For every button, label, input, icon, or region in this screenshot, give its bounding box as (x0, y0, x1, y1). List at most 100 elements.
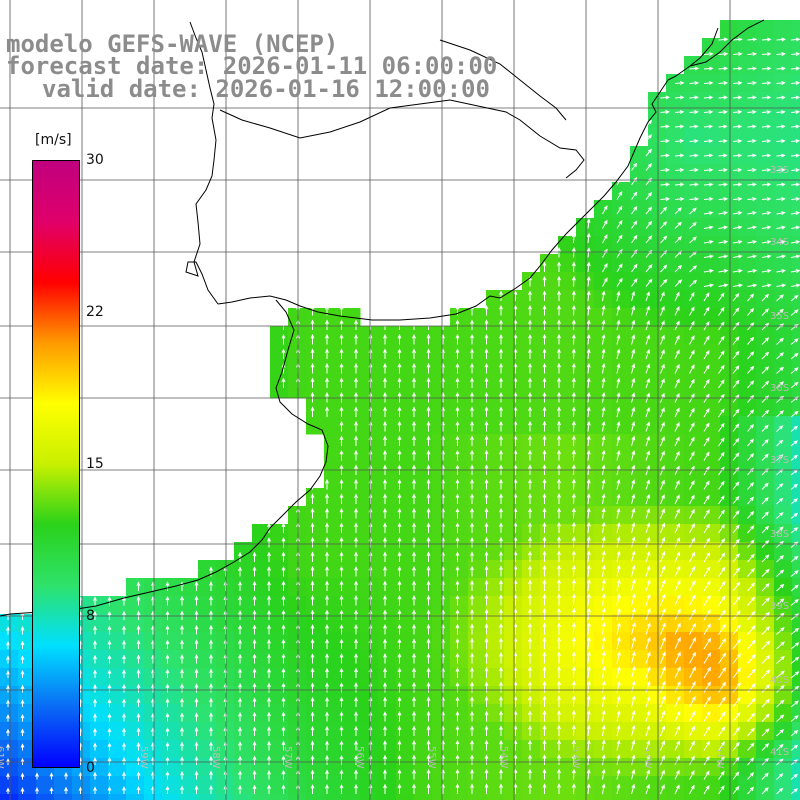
wind-speed-cell (108, 614, 127, 633)
wind-arrow (674, 666, 681, 679)
wind-arrow (689, 537, 695, 548)
wind-arrow (528, 536, 532, 548)
wind-arrow (412, 710, 416, 722)
wind-arrow (616, 421, 621, 432)
wind-arrow (107, 596, 112, 606)
wind-arrow (107, 786, 112, 794)
wind-arrow (470, 435, 474, 446)
wind-arrow (267, 740, 271, 751)
wind-arrow (790, 153, 800, 158)
wind-speed-cell (450, 416, 469, 435)
wind-arrow (513, 651, 518, 664)
wind-speed-cell (630, 740, 649, 759)
wind-arrow (645, 769, 650, 780)
wind-speed-cell (468, 704, 487, 723)
wind-speed-cell (720, 362, 739, 381)
wind-speed-cell (684, 398, 703, 417)
wind-speed-cell (522, 668, 541, 687)
wind-arrow (645, 565, 651, 577)
wind-arrow (325, 478, 329, 490)
wind-speed-cell (234, 542, 253, 561)
wind-arrow (732, 350, 740, 360)
wind-arrow (660, 182, 671, 187)
wind-arrow (557, 536, 561, 548)
wind-arrow (194, 654, 199, 664)
wind-speed-cell (522, 308, 541, 327)
wind-speed-cell (612, 740, 631, 759)
wind-speed-cell (648, 470, 667, 489)
wind-speed-cell (666, 362, 685, 381)
title-model: modelo GEFS-WAVE (NCEP) (6, 30, 339, 58)
wind-speed-cell (792, 596, 800, 615)
wind-arrow (674, 407, 680, 418)
wind-arrow (645, 622, 651, 635)
wind-speed-cell (738, 182, 757, 201)
wind-arrow (93, 742, 97, 751)
wind-speed-cell (90, 650, 109, 669)
wind-arrow (122, 596, 126, 606)
wind-arrow (238, 682, 242, 693)
wind-arrow (383, 565, 387, 577)
wind-speed-cell (774, 524, 793, 543)
wind-speed-cell (126, 794, 145, 800)
wind-speed-cell (450, 776, 469, 795)
wind-arrow (383, 420, 387, 432)
wind-arrow (761, 669, 771, 679)
wind-arrow (557, 521, 561, 533)
wind-speed-cell (450, 470, 469, 489)
wind-arrow (703, 269, 714, 273)
wind-arrow (513, 768, 518, 780)
wind-arrow (310, 638, 315, 649)
wind-arrow (571, 593, 576, 606)
wind-arrow (528, 651, 532, 664)
wind-arrow (281, 319, 286, 330)
wind-arrow (790, 498, 798, 505)
wind-speed-cell (504, 776, 523, 795)
wind-arrow (703, 81, 714, 86)
wind-arrow (223, 668, 228, 678)
wind-speed-cell (630, 398, 649, 417)
wind-speed-cell (468, 758, 487, 777)
wind-arrow (790, 323, 799, 331)
wind-speed-cell (450, 614, 469, 633)
wind-speed-cell (792, 92, 800, 111)
wind-arrow (674, 81, 685, 86)
wind-arrow (761, 698, 771, 708)
wind-speed-cell (414, 434, 433, 453)
longitude-label: 55W (426, 746, 437, 769)
wind-arrow (732, 394, 740, 403)
wind-arrow (761, 153, 772, 158)
wind-arrow (180, 683, 184, 693)
wind-arrow (499, 579, 503, 591)
wind-arrow (412, 377, 416, 388)
wind-arrow (194, 697, 199, 707)
wind-speed-cell (756, 56, 775, 75)
wind-arrow (586, 521, 591, 534)
wind-arrow (703, 494, 710, 505)
wind-arrow (180, 741, 184, 751)
wind-arrow (747, 712, 756, 722)
wind-arrow (718, 422, 725, 432)
wind-arrow (732, 307, 740, 316)
wind-arrow (484, 551, 489, 562)
wind-arrow (747, 110, 757, 115)
wind-arrow (339, 507, 344, 519)
wind-speed-cell (396, 506, 415, 525)
wind-speed-cell (702, 362, 721, 381)
wind-speed-cell (252, 542, 271, 561)
wind-speed-cell (324, 326, 343, 345)
wind-arrow (310, 566, 315, 577)
wind-speed-cell (630, 704, 649, 723)
wind-speed-cell (522, 452, 541, 471)
wind-arrow (689, 508, 695, 519)
wind-arrow (674, 465, 680, 476)
wind-speed-cell (324, 434, 343, 453)
wind-speed-cell (594, 668, 613, 687)
wind-arrow (776, 308, 784, 316)
wind-arrow (703, 609, 711, 621)
wind-arrow (194, 624, 199, 635)
wind-arrow (790, 671, 800, 679)
wind-arrow (397, 624, 402, 635)
wind-arrow (761, 351, 770, 360)
wind-arrow (776, 773, 784, 780)
